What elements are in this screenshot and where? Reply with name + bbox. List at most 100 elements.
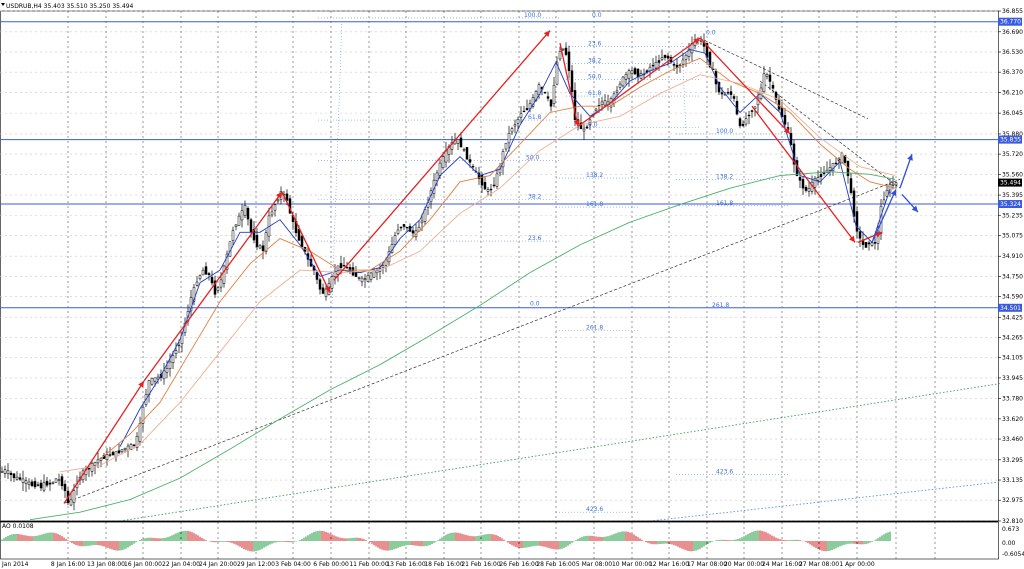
candle-body <box>57 479 61 481</box>
candle-body <box>420 220 424 224</box>
fib-level-label: 423.6 <box>716 468 733 475</box>
y-tick-label: 33.295 <box>1002 457 1023 464</box>
x-tick-label: 18 Feb 16:00 <box>424 561 464 568</box>
arrow-head-icon <box>138 381 144 388</box>
fib-level-label: 61.8 <box>588 90 602 97</box>
moving-average-line <box>59 74 896 473</box>
x-tick-label: 17 Mar 08:00 <box>687 561 727 568</box>
candle-body <box>441 156 445 168</box>
x-tick-label: 21 Feb 16:00 <box>461 561 501 568</box>
x-tick-label: 29 Jan 12:00 <box>237 561 275 568</box>
candle-body <box>129 444 133 451</box>
candle-body <box>765 74 769 77</box>
level-price-label: 36.770 <box>1000 19 1021 26</box>
candle-body <box>96 459 100 464</box>
candle-body <box>330 276 334 289</box>
candle-body <box>360 277 364 283</box>
candle-body <box>504 142 508 150</box>
candle-body <box>270 211 274 216</box>
ao-tick-label: 0.673 <box>1002 526 1019 533</box>
candle-body <box>675 64 679 68</box>
ao-label: AO 0.0108 <box>2 523 34 530</box>
y-tick-label: 33.135 <box>1002 477 1023 484</box>
candle-body <box>396 229 400 234</box>
x-tick-label: 5 Mar 08:00 <box>576 561 612 568</box>
fib-level-label: 0.0 <box>530 301 540 308</box>
x-tick-label: 16 Jan 00:00 <box>124 561 162 568</box>
fib-level-label: 23.6 <box>528 235 542 242</box>
x-tick-label: 28 Feb 16:00 <box>536 561 576 568</box>
x-tick-label: 1 Apr 00:00 <box>839 561 874 568</box>
candle-body <box>459 137 463 148</box>
candle-body <box>813 178 817 188</box>
candle-body <box>318 279 322 290</box>
x-tick-label: 6 Feb 00:00 <box>313 561 349 568</box>
candle-body <box>246 207 250 220</box>
arrow-head-icon <box>783 127 790 134</box>
arrow-head-icon <box>907 154 913 161</box>
candle-body <box>261 245 265 252</box>
candle-body <box>651 64 655 67</box>
candle-body <box>516 119 520 124</box>
candle-body <box>21 478 25 483</box>
awesome-oscillator-panel: AO 0.0108 0.673 0.00 -0.6054 <box>0 520 1024 560</box>
y-tick-label: 34.105 <box>1002 355 1023 362</box>
candle-body <box>480 174 484 186</box>
candle-body <box>213 280 217 295</box>
candle-body <box>231 230 235 241</box>
candle-body <box>822 172 826 175</box>
candle-body <box>117 450 121 454</box>
candle-body <box>234 224 238 227</box>
candle-body <box>558 51 562 60</box>
candle-body <box>54 478 58 483</box>
fib-level-label: 50.0 <box>526 154 540 161</box>
y-tick-label: 34.910 <box>1002 253 1023 260</box>
fib-level-label: 23.6 <box>588 40 602 47</box>
candle-body <box>462 149 466 151</box>
level-price-label: 35.835 <box>1000 137 1021 144</box>
candle-body <box>45 480 49 486</box>
candle-body <box>747 114 751 117</box>
time-axis: Jan 2014 8 Jan 16:00 13 Jan 08:00 16 Jan 00… <box>1 561 875 568</box>
level-price-tag <box>998 200 1022 209</box>
x-tick-label: 10 Mar 00:00 <box>612 561 652 568</box>
candle-body <box>618 83 622 88</box>
price-axis: 36.855 36.690 36.530 36.370 36.210 36.045 35.8… <box>998 8 1023 525</box>
candle-body <box>6 470 10 475</box>
fib-level-label: 138.2 <box>586 172 603 179</box>
candle-body <box>678 64 682 66</box>
arrow-head-icon <box>543 30 550 38</box>
fib-level-label: 261.8 <box>586 325 603 332</box>
candle-body <box>69 499 73 506</box>
candle-body <box>108 454 112 456</box>
trend-arrow <box>699 37 791 135</box>
candle-body <box>111 451 115 456</box>
candle-body <box>372 270 376 278</box>
candle-body <box>486 189 490 192</box>
candle-body <box>162 370 166 380</box>
y-tick-label: 36.210 <box>1002 89 1023 96</box>
candle-body <box>858 231 862 239</box>
candle-body <box>567 51 571 71</box>
candle-body <box>240 210 244 221</box>
candle-body <box>204 266 208 275</box>
dropdown-triangle-icon[interactable] <box>1 3 5 6</box>
candle-body <box>549 99 553 107</box>
fib-level-label: 38.2 <box>588 57 602 64</box>
candle-body <box>51 482 55 484</box>
x-tick-label: 11 Feb 00:00 <box>349 561 389 568</box>
candle-body <box>399 226 403 229</box>
candle-body <box>828 167 832 171</box>
candle-body <box>819 174 823 178</box>
candle-body <box>147 380 151 395</box>
candle-body <box>801 179 805 189</box>
trend-lines <box>63 37 901 504</box>
candle-body <box>192 287 196 302</box>
trend-arrow <box>559 43 579 127</box>
candle-body <box>762 73 766 92</box>
candle-body <box>210 276 214 284</box>
candle-body <box>492 184 496 187</box>
candle-body <box>495 173 499 187</box>
candle-body <box>855 211 859 232</box>
